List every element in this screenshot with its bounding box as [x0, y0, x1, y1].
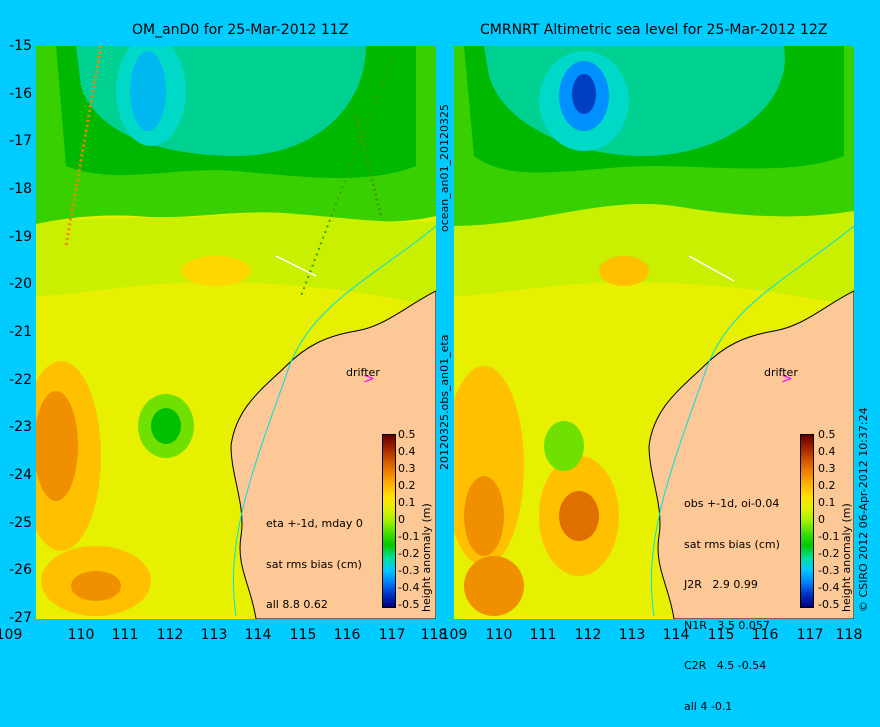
- model-run-label: ocean_an01_20120325: [438, 104, 451, 232]
- left-stats-line: all 8.8 0.62: [266, 598, 328, 611]
- left-stats: eta +-1d, mday 0 sat rms bias (cm) all 8…: [266, 490, 363, 625]
- left-colorbar-tick: 0.5: [398, 428, 416, 441]
- lon-tick: 118: [835, 627, 863, 643]
- lon-tick: 114: [244, 627, 272, 643]
- lon-tick: 110: [485, 627, 513, 643]
- lat-tick: -22: [9, 372, 32, 388]
- lon-tick: 110: [67, 627, 95, 643]
- right-colorbar-tick: 0: [818, 513, 825, 526]
- left-stats-line: eta +-1d, mday 0: [266, 517, 363, 530]
- right-colorbar-tick: -0.3: [818, 564, 840, 577]
- lat-tick: -23: [9, 419, 32, 435]
- left-colorbar-tick: 0: [398, 513, 405, 526]
- left-colorbar-tick: 0.4: [398, 445, 416, 458]
- left-colorbar-tick: 0.2: [398, 479, 416, 492]
- lon-tick: 111: [529, 627, 557, 643]
- lon-tick: 117: [796, 627, 824, 643]
- lat-tick: -24: [9, 467, 32, 483]
- lon-tick: 117: [378, 627, 406, 643]
- lat-tick: -16: [9, 86, 32, 102]
- left-drifter-marker: >: [363, 371, 375, 387]
- left-colorbar-tick: -0.1: [398, 530, 420, 543]
- right-stats-line: obs +-1d, oi-0.04: [684, 497, 780, 510]
- right-colorbar: [800, 434, 814, 608]
- lon-tick: 112: [156, 627, 184, 643]
- right-drifter-label: drifter: [764, 366, 798, 379]
- left-colorbar-tick: 0.3: [398, 462, 416, 475]
- right-colorbar-tick: 0.3: [818, 462, 836, 475]
- right-stats-line: N1R 3.5 0.057: [684, 618, 770, 632]
- lon-tick: 114: [662, 627, 690, 643]
- left-stats-line: sat rms bias (cm): [266, 557, 362, 571]
- obs-file-label: 20120325.obs_an01_eta: [438, 334, 451, 470]
- lon-tick: 118: [420, 627, 448, 643]
- right-colorbar-label: height anomaly (m): [840, 503, 853, 612]
- left-panel-title: OM_anD0 for 25-Mar-2012 11Z: [132, 22, 349, 38]
- right-colorbar-tick: 0.4: [818, 445, 836, 458]
- left-colorbar: [382, 434, 396, 608]
- lat-tick: -17: [9, 133, 32, 149]
- lon-tick: 111: [111, 627, 139, 643]
- right-panel-title: CMRNRT Altimetric sea level for 25-Mar-2…: [480, 22, 828, 38]
- lat-tick: -21: [9, 324, 32, 340]
- lon-tick: 109: [0, 627, 23, 643]
- right-stats-line: J2R 2.9 0.99: [684, 578, 758, 591]
- lon-tick: 113: [618, 627, 646, 643]
- right-stats: obs +-1d, oi-0.04 sat rms bias (cm) J2R …: [684, 470, 780, 727]
- right-colorbar-tick: 0.1: [818, 496, 836, 509]
- left-drifter-label: drifter: [346, 366, 380, 379]
- lon-tick: 112: [574, 627, 602, 643]
- lat-tick: -20: [9, 276, 32, 292]
- left-colorbar-tick: -0.5: [398, 598, 420, 611]
- lon-tick: 115: [707, 627, 735, 643]
- right-colorbar-tick: -0.4: [818, 581, 840, 594]
- right-stats-line: C2R 4.5 -0.54: [684, 659, 767, 672]
- lat-tick: -25: [9, 515, 32, 531]
- left-colorbar-tick: -0.2: [398, 547, 420, 560]
- right-stats-line: sat rms bias (cm): [684, 537, 780, 551]
- credit-label: © CSIRO 2012 06-Apr-2012 10:37:24: [857, 407, 870, 612]
- right-stats-line: all 4 -0.1: [684, 699, 733, 713]
- lat-tick: -26: [9, 562, 32, 578]
- lon-tick: 115: [289, 627, 317, 643]
- left-colorbar-label: height anomaly (m): [420, 503, 433, 612]
- lat-tick: -19: [9, 229, 32, 245]
- left-colorbar-tick: 0.1: [398, 496, 416, 509]
- right-map: >: [454, 46, 854, 619]
- lat-tick: -27: [9, 610, 32, 626]
- lon-tick: 109: [440, 627, 468, 643]
- right-drifter-marker: >: [781, 371, 793, 387]
- right-colorbar-tick: -0.5: [818, 598, 840, 611]
- left-map: >: [36, 46, 436, 619]
- left-colorbar-tick: -0.3: [398, 564, 420, 577]
- right-colorbar-tick: 0.5: [818, 428, 836, 441]
- lon-tick: 116: [751, 627, 779, 643]
- lat-tick: -15: [9, 38, 32, 54]
- left-colorbar-tick: -0.4: [398, 581, 420, 594]
- right-colorbar-tick: 0.2: [818, 479, 836, 492]
- right-colorbar-tick: -0.1: [818, 530, 840, 543]
- lon-tick: 113: [200, 627, 228, 643]
- right-colorbar-tick: -0.2: [818, 547, 840, 560]
- lon-tick: 116: [333, 627, 361, 643]
- lat-tick: -18: [9, 181, 32, 197]
